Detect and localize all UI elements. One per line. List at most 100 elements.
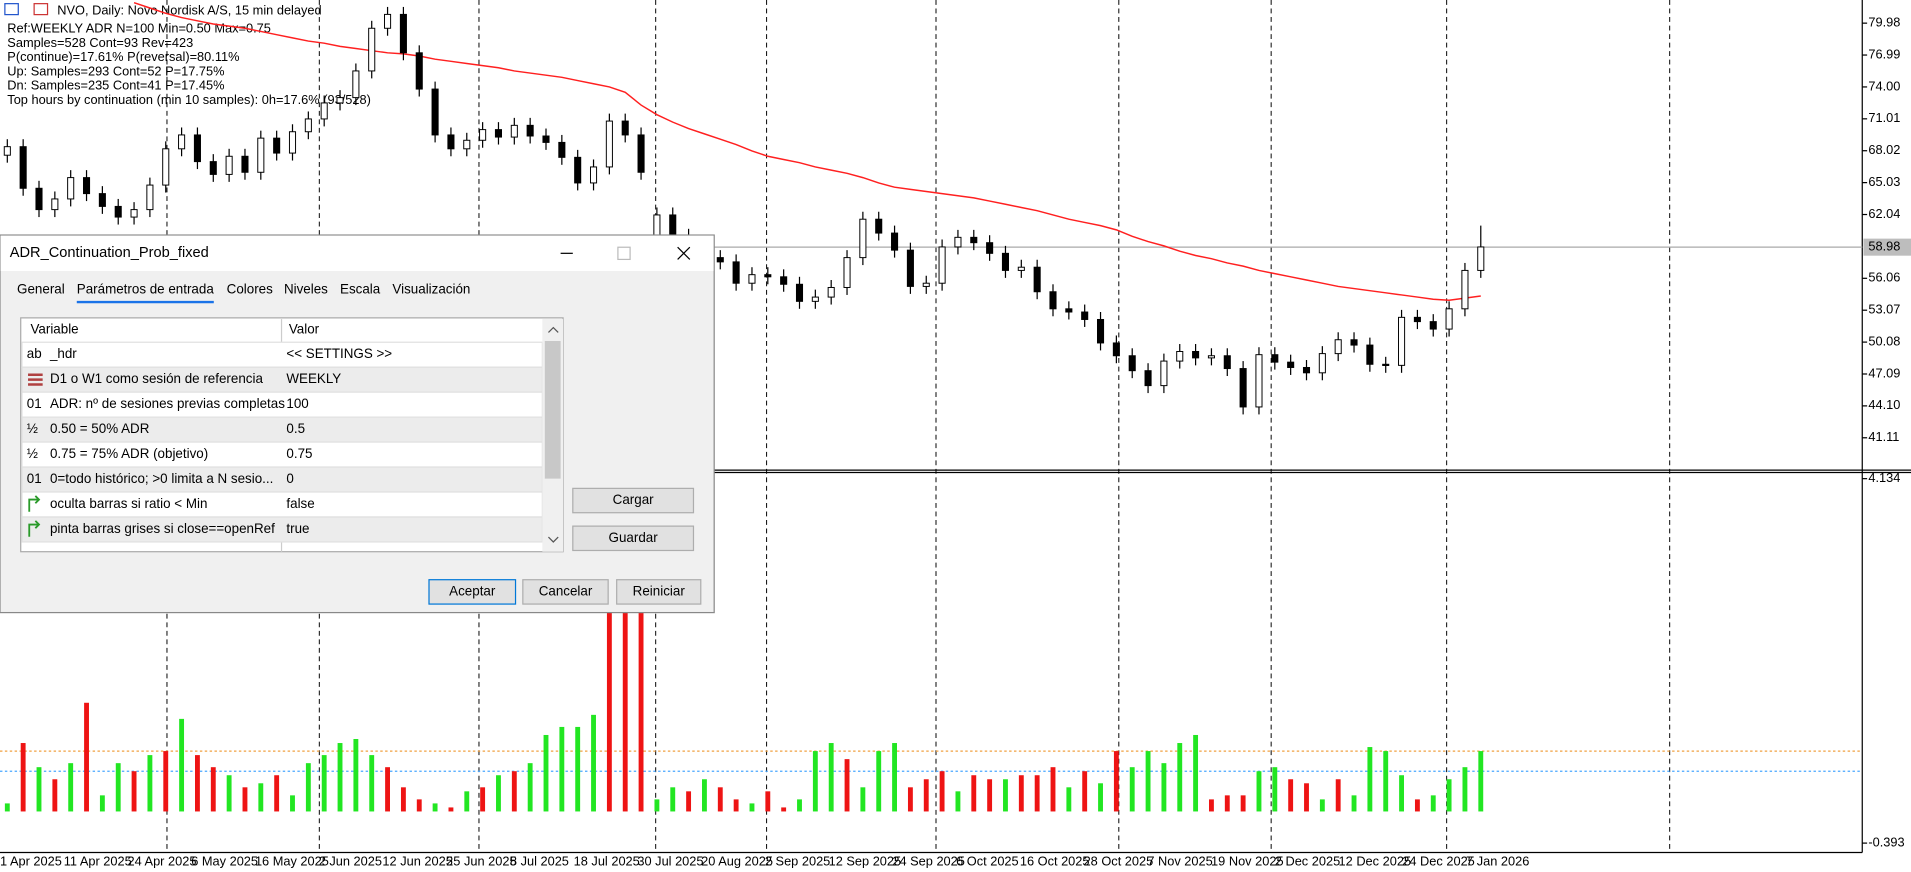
candle-body <box>795 283 804 302</box>
scroll-down[interactable] <box>548 536 559 543</box>
param-value: WEEKLY <box>286 371 341 386</box>
candle-body <box>304 118 312 133</box>
histogram-bar <box>1224 795 1230 812</box>
button[interactable] <box>572 525 695 552</box>
param-value: 0.5 <box>286 421 305 436</box>
dialog: ADR_Continuation_Prob_fixed General Paráme… <box>0 234 715 614</box>
histogram-bar <box>828 743 834 812</box>
candle-body <box>193 134 201 163</box>
button[interactable] <box>572 487 695 514</box>
histogram-bar <box>131 771 137 812</box>
histogram-bar <box>179 718 185 812</box>
button-label: Cargar <box>613 492 654 507</box>
histogram-bar <box>1430 795 1436 812</box>
x-tick-label: 1 Apr 2025 <box>0 854 62 869</box>
button[interactable] <box>616 579 702 605</box>
tab[interactable]: Colores <box>227 281 273 296</box>
table-row[interactable] <box>21 416 543 443</box>
candle-body <box>780 276 788 285</box>
x-tick-label: 6 Oct 2025 <box>956 854 1019 869</box>
tab[interactable]: Visualización <box>392 281 470 296</box>
candle-body <box>130 209 138 218</box>
candle-body <box>589 166 598 184</box>
param-name: 0=todo histórico; >0 limita a N sesio... <box>50 471 273 486</box>
info-line: Up: Samples=293 Cont=52 P=17.75% <box>7 63 224 78</box>
candle-body <box>938 246 946 284</box>
histogram-bar <box>385 767 390 812</box>
table-row[interactable] <box>21 466 543 493</box>
candle-body <box>19 146 27 189</box>
x-tick-label: 8 Jul 2025 <box>510 854 569 869</box>
table-row[interactable] <box>21 491 543 518</box>
candle-body <box>1049 291 1057 310</box>
histogram-bar <box>1351 795 1357 812</box>
candle-body <box>716 257 724 263</box>
tab[interactable]: General <box>17 281 65 296</box>
histogram-bar <box>1129 767 1135 812</box>
candle-body <box>970 236 978 244</box>
param-name: 0.50 = 50% ADR <box>50 421 150 436</box>
table-row[interactable] <box>21 341 543 368</box>
candle-body <box>51 198 59 211</box>
histogram-bar <box>1367 747 1373 812</box>
histogram-bar <box>702 779 707 812</box>
y-tick-label: -0.393 <box>1868 834 1904 849</box>
candle-body <box>1366 344 1374 365</box>
histogram-bar <box>99 795 105 812</box>
histogram-bar <box>1414 799 1420 812</box>
histogram-bar <box>1335 779 1341 812</box>
histogram-bar <box>1177 743 1183 812</box>
y-tick-label: 79.98 <box>1868 15 1900 30</box>
x-tick-label: 7 Nov 2025 <box>1147 854 1212 869</box>
histogram-bar <box>337 743 343 812</box>
dialog-titlebar <box>0 235 714 271</box>
param-name: D1 o W1 como sesión de referencia <box>50 371 263 386</box>
tab[interactable]: Niveles <box>284 281 328 296</box>
histogram-bar <box>575 726 581 812</box>
histogram-bar <box>1256 771 1262 812</box>
x-tick-label: 6 May 2025 <box>191 854 258 869</box>
maximize-button[interactable] <box>617 246 631 261</box>
candle-body <box>621 120 629 136</box>
histogram-bar <box>797 799 802 812</box>
candle-body <box>494 129 503 138</box>
candle-body <box>906 249 914 287</box>
x-tick-label: 12 Jun 2025 <box>382 854 452 869</box>
histogram-bar <box>591 714 596 812</box>
info-line: Dn: Samples=235 Cont=41 P=17.45% <box>7 78 224 93</box>
y-tick-label: 41.11 <box>1868 429 1899 444</box>
x-tick-label: 18 Jul 2025 <box>574 854 640 869</box>
histogram-bar <box>1018 775 1024 812</box>
candle-body <box>1461 269 1469 310</box>
param-name: ADR: nº de sesiones previas completas <box>50 396 285 411</box>
candle-body <box>146 184 154 211</box>
candle-body <box>225 155 233 175</box>
histogram-bar <box>400 787 406 812</box>
row-icon <box>28 520 41 537</box>
tab[interactable]: Parámetros de entrada <box>77 281 215 296</box>
table-row[interactable] <box>21 516 543 543</box>
histogram-bar <box>1098 783 1103 812</box>
candle-body <box>352 70 360 99</box>
scrollbar-thumb[interactable] <box>544 341 561 479</box>
histogram-bar <box>749 803 755 812</box>
button[interactable] <box>522 579 609 605</box>
candle-body <box>1350 339 1358 346</box>
histogram-bar <box>987 779 993 812</box>
tab[interactable]: Escala <box>340 281 381 296</box>
candle-body <box>98 193 106 207</box>
histogram-bar <box>1319 799 1325 812</box>
button-label: Aceptar <box>449 583 496 598</box>
row-icon: ½ <box>27 446 38 461</box>
close-button[interactable] <box>677 246 691 260</box>
candle-body <box>320 102 328 120</box>
info-line: Ref:WEEKLY ADR N=100 Min=0.50 Max=0.75 <box>7 21 271 36</box>
y-tick-label: 74.00 <box>1868 78 1900 93</box>
moving-average <box>133 1 1481 302</box>
candle-body <box>843 257 851 288</box>
table-row[interactable] <box>21 391 543 418</box>
scroll-up[interactable] <box>548 326 559 333</box>
button[interactable] <box>428 579 517 605</box>
candle-body <box>558 141 566 158</box>
